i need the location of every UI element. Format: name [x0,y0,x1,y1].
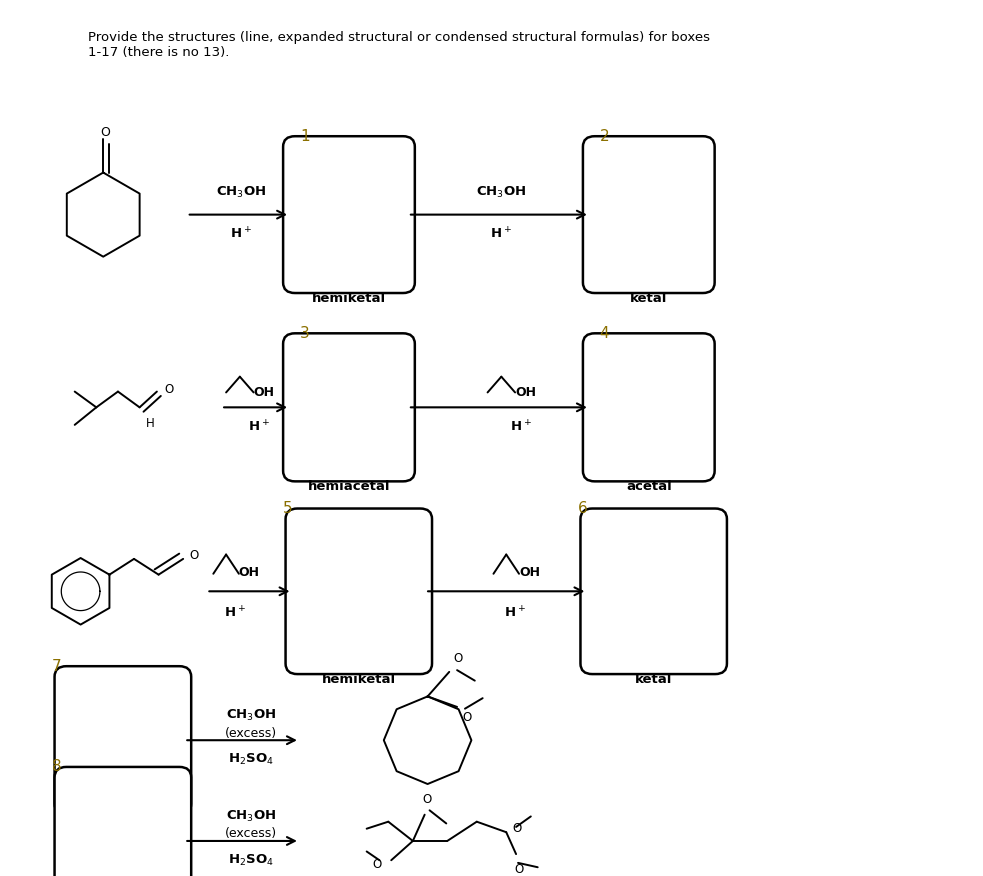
Text: H$^+$: H$^+$ [248,419,269,434]
Text: OH: OH [519,567,540,579]
Text: 1-17 (there is no 13).: 1-17 (there is no 13). [88,46,230,59]
Text: H$^+$: H$^+$ [510,419,532,434]
Text: hemiacetal: hemiacetal [308,480,390,493]
Text: H$^+$: H$^+$ [230,226,252,242]
Text: H: H [146,417,154,429]
Text: acetal: acetal [626,480,671,493]
Text: H$_2$SO$_4$: H$_2$SO$_4$ [228,752,273,767]
Text: CH$_3$OH: CH$_3$OH [476,185,527,201]
Text: ketal: ketal [635,673,672,686]
Text: O: O [165,384,174,396]
Text: O: O [373,858,381,871]
Text: H$^+$: H$^+$ [504,605,526,621]
Text: O: O [422,793,432,806]
Text: O: O [100,126,110,138]
Text: CH$_3$OH: CH$_3$OH [215,185,266,201]
Text: H$^+$: H$^+$ [491,226,512,242]
Text: H$_2$SO$_4$: H$_2$SO$_4$ [228,852,273,868]
FancyBboxPatch shape [580,508,727,675]
Text: OH: OH [239,567,260,579]
Text: hemiketal: hemiketal [312,292,386,305]
Text: 6: 6 [578,501,588,516]
Text: CH$_3$OH: CH$_3$OH [225,708,276,724]
Text: (excess): (excess) [224,727,277,739]
FancyBboxPatch shape [583,136,715,293]
Text: O: O [453,652,462,665]
Text: OH: OH [515,386,536,399]
Text: 2: 2 [600,129,609,144]
FancyBboxPatch shape [583,334,715,482]
Text: 1: 1 [300,129,310,144]
FancyBboxPatch shape [285,508,433,675]
Text: H$^+$: H$^+$ [224,605,246,621]
Text: O: O [512,823,521,835]
Text: CH$_3$OH: CH$_3$OH [225,809,276,824]
Text: (excess): (excess) [224,828,277,840]
Text: 8: 8 [52,759,61,774]
Text: 3: 3 [300,326,310,341]
Text: hemiketal: hemiketal [321,673,396,686]
Text: O: O [462,711,471,724]
FancyBboxPatch shape [283,334,415,482]
Text: O: O [189,549,199,562]
Text: 5: 5 [283,501,293,516]
FancyBboxPatch shape [55,666,191,815]
Text: ketal: ketal [630,292,667,305]
Text: 4: 4 [600,326,609,341]
Text: Provide the structures (line, expanded structural or condensed structural formul: Provide the structures (line, expanded s… [88,31,711,44]
Text: OH: OH [254,386,274,399]
Text: O: O [514,863,524,876]
FancyBboxPatch shape [283,136,415,293]
Text: 7: 7 [52,659,61,674]
FancyBboxPatch shape [55,767,191,876]
